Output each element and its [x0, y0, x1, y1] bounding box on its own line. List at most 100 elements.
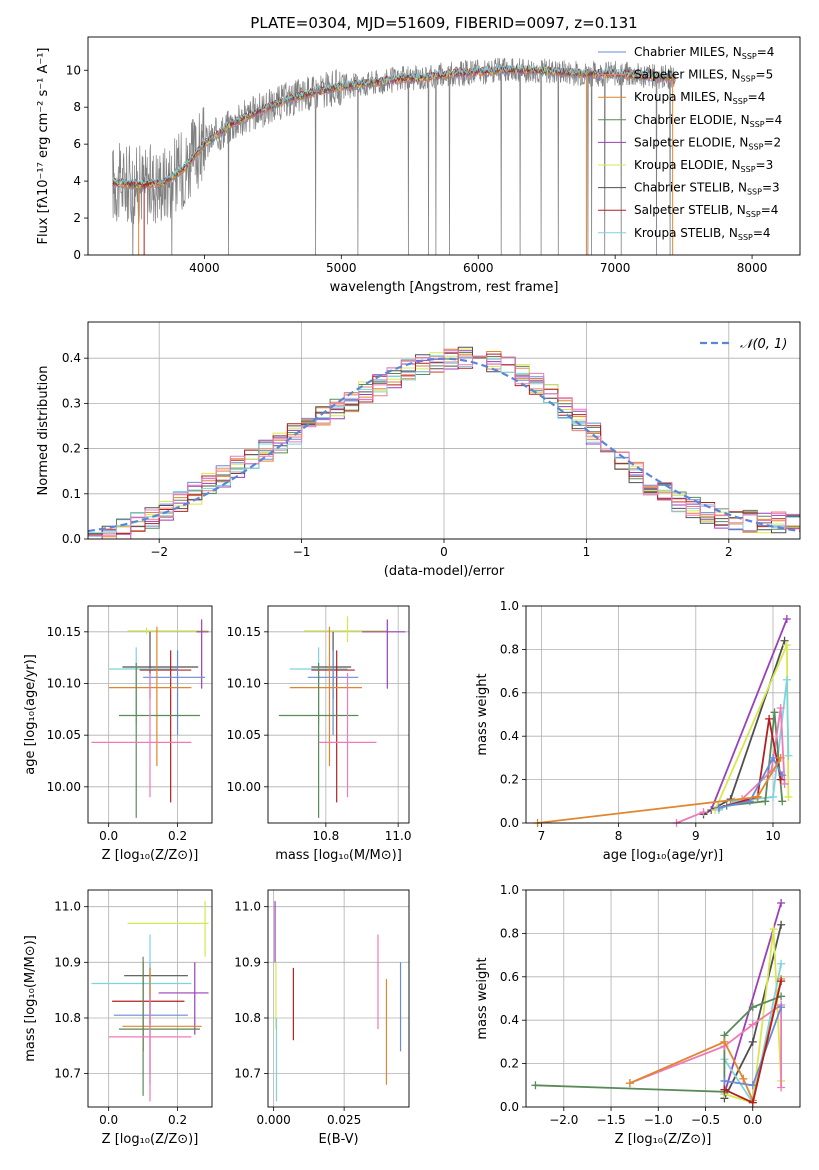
y-tick-label: 10.7 [234, 1067, 261, 1081]
plot-frame [525, 605, 801, 824]
weight-marker [748, 1037, 757, 1046]
x-tick-label: 8000 [737, 261, 768, 275]
x-tick-label: 8 [615, 829, 623, 843]
y-tick-label: 10.7 [54, 1067, 81, 1081]
x-tick-label: 10.8 [312, 829, 339, 843]
weight-marker [720, 1076, 729, 1085]
y-tick-label: 0.2 [500, 773, 519, 787]
plot-frame [87, 36, 801, 256]
weight-marker [778, 771, 787, 780]
weight-marker [777, 959, 786, 968]
legend-entry: Chabrier ELODIE, NSSP=4 [634, 113, 782, 129]
weight-marker [768, 792, 777, 801]
weight-marker [780, 636, 789, 645]
y-axis-label: mass weight [475, 957, 490, 1039]
normal-curve [88, 357, 800, 533]
y-tick-label: 0.6 [500, 686, 519, 700]
legend-entry: Salpeter ELODIE, NSSP=2 [634, 135, 781, 151]
x-axis-label: Z [log₁₀(Z/Z⊙)] [615, 1132, 712, 1147]
plot-frame [87, 321, 801, 540]
y-axis-label: mass [log₁₀(M/M⊙)] [23, 935, 38, 1062]
x-tick-label: 0.2 [168, 1113, 187, 1127]
y-axis-label: Normed distribution [36, 366, 51, 496]
x-tick-label: 9 [692, 829, 700, 843]
weight-marker [777, 1003, 786, 1012]
chart-weight_vs_age: 7 8 9 10 0.0 0.2 0.4 0.6 0.8 1.0 age [log₁₀(age/yr… [475, 599, 801, 863]
y-tick-label: 10.9 [54, 955, 81, 969]
x-tick-label: 2 [725, 545, 733, 559]
x-tick-label: 4000 [189, 261, 220, 275]
y-tick-label: 11.0 [54, 900, 81, 914]
weight-marker [748, 1098, 757, 1107]
y-tick-label: 6 [73, 137, 81, 151]
plot-frame [87, 889, 213, 1108]
x-tick-label: −2.0 [549, 1113, 578, 1127]
y-tick-label: 10.15 [47, 625, 81, 639]
y-tick-label: 0.0 [62, 532, 81, 546]
legend-label: Chabrier STELIB, N [634, 181, 747, 195]
weight-marker [768, 753, 777, 762]
chart-age_vs_Z: 0.0 0.2 10.00 10.05 10.10 10.15 Z [log₁₀(Z/Z⊙)… [23, 605, 213, 863]
y-tick-label: 0.2 [62, 442, 81, 456]
legend-sub: SSP [747, 188, 762, 197]
legend-eq: =4 [765, 113, 783, 127]
y-tick-label: 10.00 [47, 780, 81, 794]
chart-spectrum: 4000 5000 6000 7000 8000 0 2 4 6 8 10 wavelength [A… [36, 14, 801, 295]
legend-label: Kroupa STELIB, N [634, 226, 738, 240]
y-tick-label: 0.4 [62, 351, 81, 365]
weight-marker [625, 1079, 634, 1088]
hist-pink [88, 349, 800, 539]
legend-eq: =3 [756, 158, 774, 172]
legend-entry: Kroupa STELIB, NSSP=4 [634, 226, 771, 242]
chart-mass_vs_Z: 0.0 0.2 10.7 10.8 10.9 11.0 Z [log₁₀(Z/Z⊙)] mas… [23, 889, 213, 1147]
y-tick-label: 0.2 [500, 1057, 519, 1071]
weight-line [710, 618, 788, 811]
x-axis-label: age [log₁₀(age/yr)] [603, 848, 724, 863]
y-tick-label: 11.0 [234, 900, 261, 914]
x-tick-label: 7 [538, 829, 546, 843]
weight-marker [714, 803, 723, 812]
x-tick-label: 0.2 [168, 829, 187, 843]
weight-marker [784, 792, 793, 801]
legend-label: Kroupa ELODIE, N [634, 158, 741, 172]
weight-marker [531, 1081, 540, 1090]
y-tick-label: 10.8 [234, 1011, 261, 1025]
y-tick-label: 4 [73, 174, 81, 188]
weight-marker [748, 1003, 757, 1012]
weight-marker [748, 1020, 757, 1029]
weight-line [537, 757, 782, 824]
model-line-kroupa_stelib [112, 64, 676, 186]
weight-marker [739, 1074, 748, 1083]
legend-eq: =2 [763, 135, 781, 149]
plot-frame [525, 889, 801, 1108]
y-tick-label: 0.3 [62, 396, 81, 410]
y-tick-label: 0.0 [500, 1100, 519, 1114]
legend-label: Chabrier ELODIE, N [634, 113, 750, 127]
y-tick-label: 10.10 [47, 677, 81, 691]
weight-marker [769, 925, 778, 934]
x-tick-label: 0.000 [256, 1113, 290, 1127]
legend-eq: =4 [761, 203, 779, 217]
y-tick-label: 10.00 [227, 780, 261, 794]
y-tick-label: 0.1 [62, 487, 81, 501]
weight-marker [782, 675, 791, 684]
y-tick-label: 10.05 [47, 728, 81, 742]
chart-age_vs_mass: 10.8 11.0 10.00 10.05 10.10 10.15 mass [log₁₀(… [227, 605, 412, 863]
weight-line [718, 755, 783, 809]
y-tick-label: 0.0 [500, 816, 519, 830]
legend-entry: Kroupa MILES, NSSP=4 [634, 90, 765, 106]
x-tick-label: 0.0 [99, 829, 118, 843]
x-tick-label: 7000 [600, 261, 631, 275]
y-tick-label: 2 [73, 211, 81, 225]
weight-marker [777, 977, 786, 986]
x-tick-label: −2 [150, 545, 168, 559]
x-tick-label: 0 [440, 545, 448, 559]
y-tick-label: 10 [66, 63, 81, 77]
y-tick-label: 10.10 [227, 677, 261, 691]
y-axis-label: age [log₁₀(age/yr)] [23, 654, 38, 775]
legend-eq: =4 [757, 45, 775, 59]
x-tick-label: 0.0 [99, 1113, 118, 1127]
y-tick-label: 1.0 [500, 599, 519, 613]
